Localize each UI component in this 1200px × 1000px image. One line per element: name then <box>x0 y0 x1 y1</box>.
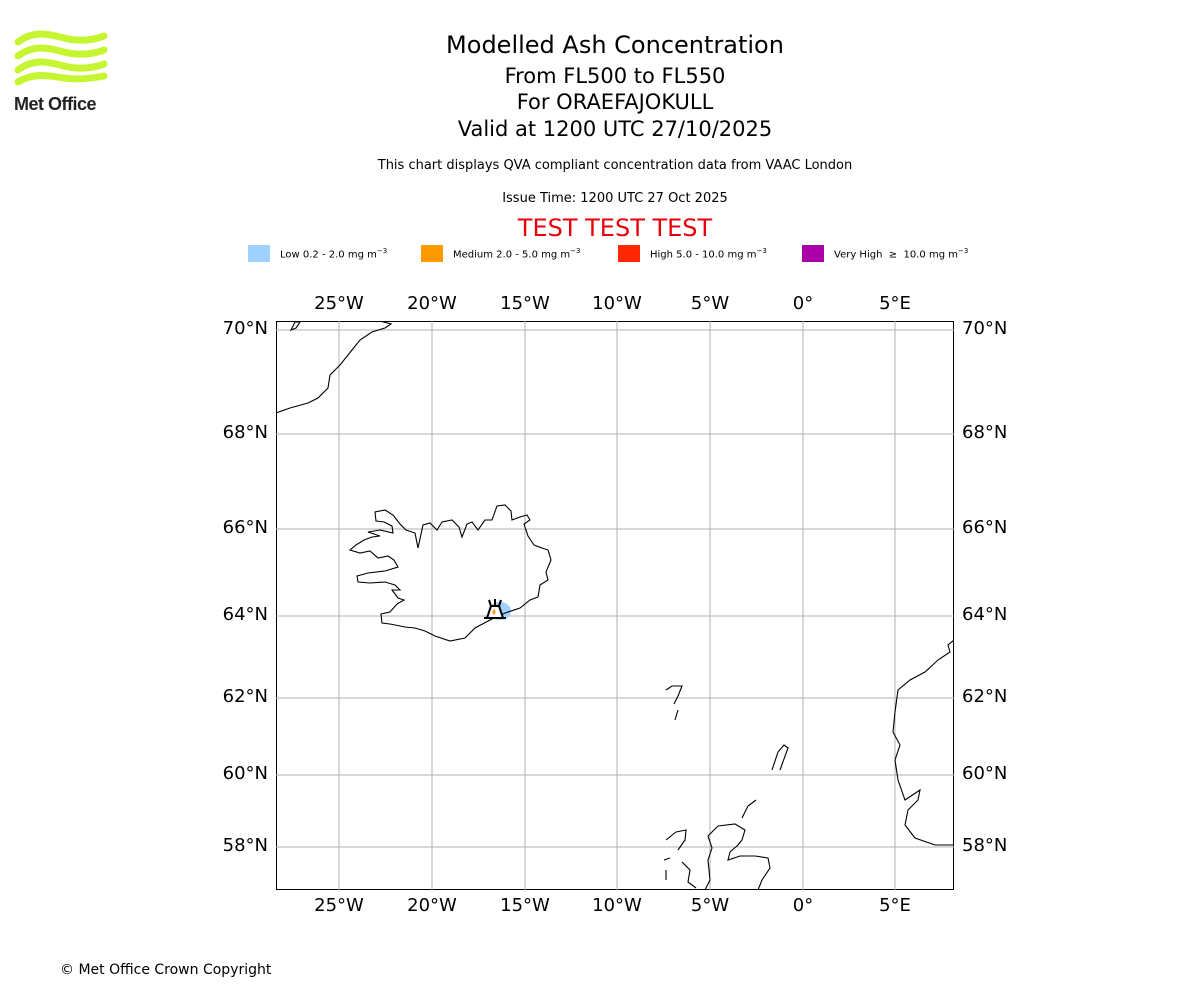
lat-label-left: 60°N <box>222 763 268 784</box>
chart-description: This chart displays QVA compliant concen… <box>377 158 853 173</box>
lon-label-bottom: 0° <box>792 895 814 916</box>
coast-norway <box>892 639 954 846</box>
valid-time: Valid at 1200 UTC 27/10/2025 <box>457 117 773 141</box>
graticule <box>276 321 954 890</box>
issue-time: Issue Time: 1200 UTC 27 Oct 2025 <box>502 191 728 206</box>
volcano-name: For ORAEFAJOKULL <box>516 90 714 114</box>
lon-label-bottom: 20°W <box>407 895 457 916</box>
coast-shetland <box>741 744 789 819</box>
lon-label-top: 5°E <box>879 293 911 314</box>
coastlines <box>276 321 954 890</box>
legend-item-high: High 5.0 - 10.0 mg m−3 <box>650 247 767 260</box>
map-frame[interactable] <box>276 321 954 890</box>
met-office-logo: Met Office <box>14 30 109 115</box>
lon-label-bottom: 5°W <box>690 895 730 916</box>
legend-exp: −3 <box>756 247 767 255</box>
coast-iceland <box>348 504 552 642</box>
lon-label-top: 0° <box>792 293 814 314</box>
lon-label-top: 25°W <box>314 293 364 314</box>
legend-item-low: Low 0.2 - 2.0 mg m−3 <box>280 247 387 260</box>
lat-label-right: 62°N <box>962 686 1008 707</box>
lat-label-right: 66°N <box>962 517 1008 538</box>
lat-label-right: 64°N <box>962 604 1008 625</box>
volcano-icon <box>484 599 506 619</box>
lat-label-left: 68°N <box>222 422 268 443</box>
legend-exp: −3 <box>570 247 581 255</box>
flight-levels: From FL500 to FL550 <box>504 64 726 88</box>
copyright: © Met Office Crown Copyright <box>60 962 272 978</box>
legend-exp: −3 <box>957 247 969 255</box>
chart-title: Modelled Ash Concentration <box>446 31 784 59</box>
lat-label-right: 58°N <box>962 835 1008 856</box>
legend-swatch-very-high <box>802 245 824 262</box>
legend-swatch-medium <box>421 245 443 262</box>
lat-label-left: 66°N <box>222 517 268 538</box>
lat-label-right: 68°N <box>962 422 1008 443</box>
lat-label-left: 62°N <box>222 686 268 707</box>
lon-label-top: 15°W <box>500 293 550 314</box>
legend-swatch-high <box>618 245 640 262</box>
legend-label: High 5.0 - 10.0 mg m <box>650 249 757 261</box>
legend-swatch-low <box>248 245 270 262</box>
coast-greenland <box>276 321 393 414</box>
lon-label-bottom: 25°W <box>314 895 364 916</box>
lat-label-left: 58°N <box>222 835 268 856</box>
lat-label-right: 70°N <box>962 318 1008 339</box>
lon-label-bottom: 10°W <box>592 895 642 916</box>
test-banner: TEST TEST TEST <box>517 214 713 242</box>
lon-label-bottom: 5°E <box>879 895 911 916</box>
lon-label-top: 10°W <box>592 293 642 314</box>
legend-label: Medium 2.0 - 5.0 mg m <box>453 249 571 261</box>
map-canvas <box>276 321 954 890</box>
lat-label-left: 70°N <box>222 318 268 339</box>
met-office-waves-icon <box>14 30 108 86</box>
legend-exp: −3 <box>376 247 388 255</box>
lon-label-top: 20°W <box>407 293 457 314</box>
lon-label-bottom: 15°W <box>500 895 550 916</box>
legend-item-very-high: Very High ≥ 10.0 mg m−3 <box>834 247 968 260</box>
logo-text: Met Office <box>14 94 97 114</box>
coast-scotland <box>704 823 771 890</box>
legend-item-medium: Medium 2.0 - 5.0 mg m−3 <box>453 247 580 260</box>
legend-label: Low 0.2 - 2.0 mg m <box>280 249 377 261</box>
coast-faroe <box>665 685 683 721</box>
lat-label-right: 60°N <box>962 763 1008 784</box>
legend-label: Very High ≥ 10.0 mg m <box>834 249 958 261</box>
lon-label-top: 5°W <box>690 293 730 314</box>
lat-label-left: 64°N <box>222 604 268 625</box>
